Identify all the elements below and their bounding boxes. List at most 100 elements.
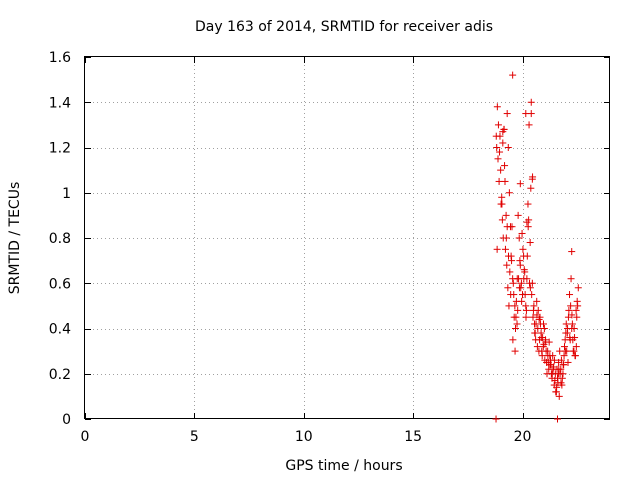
- data-point: [568, 311, 576, 319]
- data-point: [542, 347, 550, 355]
- axis-ticks: 0 5 10 15 20 0 0.2 0.4 0.6 0.8 1 1.2 1.4 1.6: [49, 50, 610, 445]
- data-point: [522, 306, 530, 314]
- x-tick-label: 5: [190, 429, 199, 445]
- data-point: [511, 302, 519, 310]
- data-point: [562, 320, 570, 328]
- data-point: [528, 175, 536, 183]
- data-point: [495, 177, 503, 185]
- data-point: [557, 379, 565, 387]
- data-point: [504, 144, 512, 151]
- data-point: [509, 336, 517, 344]
- data-point: [561, 343, 568, 351]
- data-point: [494, 121, 502, 129]
- y-tick-label: 1: [62, 186, 71, 202]
- data-point: [521, 291, 529, 299]
- data-point: [524, 200, 532, 208]
- data-point: [523, 252, 531, 260]
- data-point: [498, 216, 506, 224]
- data-point: [492, 415, 500, 423]
- data-point: [568, 320, 576, 328]
- data-point: [530, 302, 538, 310]
- data-point: [503, 110, 511, 118]
- data-point: [542, 338, 550, 346]
- data-point: [558, 374, 566, 382]
- data-point: [535, 315, 543, 323]
- data-point: [522, 313, 530, 321]
- data-point: [514, 306, 522, 314]
- data-point: [567, 302, 575, 310]
- data-point: [559, 361, 567, 369]
- y-axis-label: SRMTID / TECUs: [7, 182, 23, 295]
- data-point: [555, 392, 563, 400]
- data-point: [511, 347, 519, 355]
- data-point: [493, 144, 501, 151]
- data-point: [533, 311, 541, 319]
- data-point: [510, 313, 518, 321]
- chart-title: Day 163 of 2014, SRMTID for receiver adi…: [195, 19, 493, 35]
- y-tick-label: 1.6: [49, 50, 71, 66]
- data-point: [506, 268, 514, 276]
- data-point: [501, 245, 509, 253]
- data-point: [501, 162, 509, 170]
- data-point: [526, 239, 534, 247]
- data-point: [534, 325, 542, 332]
- data-point: [505, 189, 513, 197]
- data-point: [534, 306, 542, 314]
- y-tick-label: 0.4: [49, 322, 71, 338]
- data-point: [522, 302, 530, 310]
- x-tick-label: 10: [295, 429, 313, 445]
- data-point: [550, 356, 558, 364]
- data-point: [544, 352, 552, 360]
- data-point: [499, 139, 507, 147]
- data-point: [513, 320, 521, 328]
- data-point: [509, 279, 517, 287]
- data-point: [572, 306, 580, 314]
- data-point: [504, 284, 512, 292]
- data-point: [507, 291, 515, 299]
- data-point: [502, 211, 510, 219]
- data-point: [520, 275, 528, 283]
- data-point: [557, 356, 565, 364]
- data-point: [501, 177, 509, 185]
- data-point: [496, 132, 504, 140]
- data-point: [515, 284, 523, 292]
- data-point: [570, 325, 578, 332]
- data-point: [571, 352, 579, 360]
- data-point: [523, 218, 531, 226]
- y-tick-label: 1.4: [49, 95, 71, 111]
- data-point: [498, 193, 506, 201]
- y-tick-label: 0.8: [49, 231, 71, 247]
- data-point: [498, 200, 506, 208]
- x-axis-label: GPS time / hours: [285, 458, 402, 474]
- data-point: [561, 347, 569, 355]
- data-point: [533, 343, 541, 351]
- data-point: [569, 347, 577, 355]
- data-point: [552, 388, 560, 396]
- data-point: [528, 291, 536, 299]
- data-point: [515, 234, 523, 242]
- data-point: [526, 284, 534, 292]
- data-point: [555, 370, 563, 378]
- data-point: [531, 329, 539, 337]
- data-point: [527, 184, 535, 192]
- grid-lines: [85, 57, 610, 419]
- data-point: [540, 320, 547, 328]
- data-point: [533, 297, 541, 305]
- data-point: [540, 325, 548, 332]
- data-point: [503, 261, 511, 269]
- data-point: [525, 121, 533, 129]
- data-point: [564, 325, 572, 332]
- data-point: [568, 248, 576, 256]
- data-point: [505, 302, 513, 310]
- y-tick-label: 0: [62, 412, 71, 428]
- data-point: [517, 279, 525, 287]
- data-point: [565, 306, 573, 314]
- data-point: [519, 245, 527, 253]
- data-point: [514, 211, 522, 219]
- plot-frame: [84, 56, 610, 419]
- data-point: [518, 297, 526, 305]
- x-tick-label: 20: [514, 429, 532, 445]
- data-point: [548, 370, 556, 378]
